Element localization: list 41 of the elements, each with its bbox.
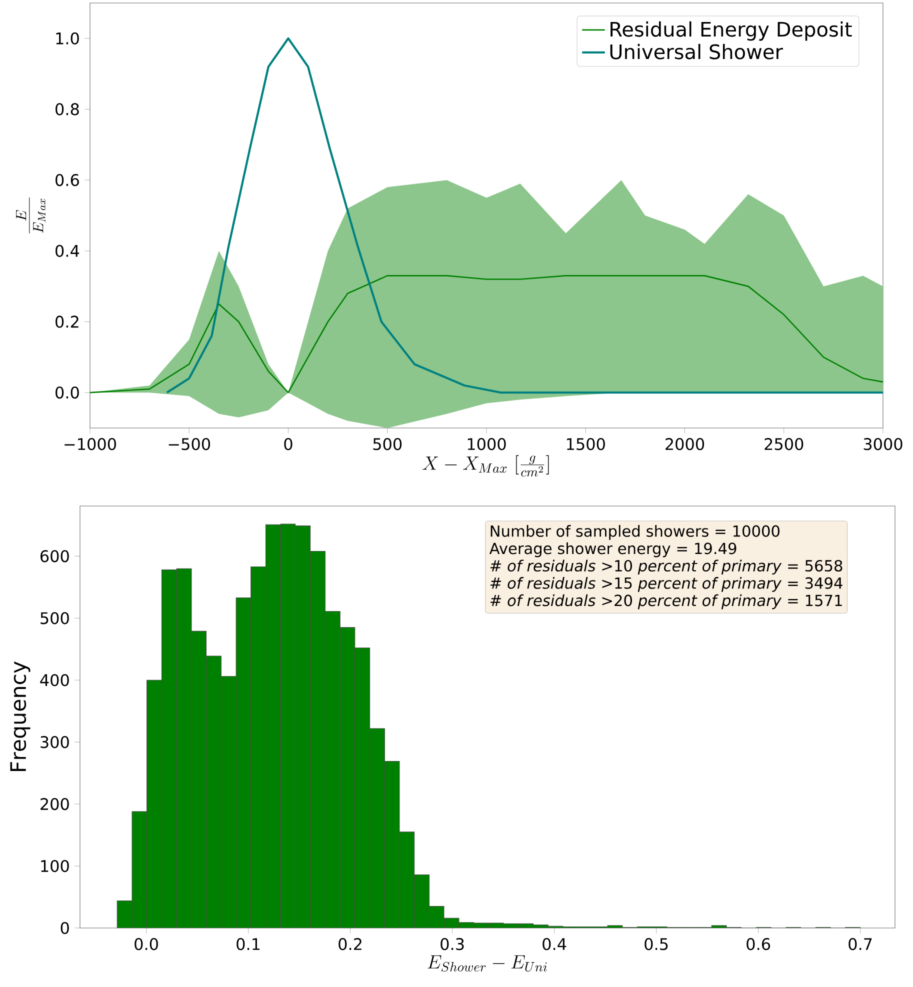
annotation: Average shower energy = 19.49 [489,542,736,558]
x-axis-title: $E_{Shower} - E_{Uni}$ [428,955,547,972]
x-tick-label: 0.4 [542,938,566,950]
y-tick-label: 100 [41,860,69,872]
annotation: # of residuals >20 percent of primary = 1571 [490,594,842,610]
x-tick-label: 0.7 [848,938,872,950]
x-tick-label: −1000 [64,438,116,450]
y-tick-label: 0 [60,922,69,934]
x-tick-label: 3000 [864,438,902,450]
y-tick-label: 1.0 [56,32,79,44]
x-tick-label: 1500 [567,438,605,450]
x-tick-label: 0.5 [644,938,668,950]
annotation: # of residuals >10 percent of primary = 5658 [490,560,842,575]
y-tick-label: 200 [40,798,69,810]
y-axis-title: $\mathrm{Frequency}$ [10,662,30,772]
y-tick-label: 0.4 [56,244,80,257]
x-tick-label: 0.3 [440,938,464,950]
y-tick-label: 300 [40,736,69,748]
y-tick-label: 0.0 [56,386,79,399]
annotation: Number of sampled showers = 10000 [490,525,780,540]
x-tick-label: 0.1 [236,938,260,950]
x-tick-label: 1000 [468,438,506,450]
y-tick-label: 0.2 [56,316,78,328]
legend-label: Universal Shower [610,44,783,60]
x-axis-title: $X - X_{Max}\ [\frac{g}{cm^2}]$ [422,455,549,476]
x-tick-label: 2000 [666,438,704,450]
y-tick-label: 0.6 [56,174,79,186]
x-tick-label: 0.6 [746,938,770,950]
x-tick-label: 2500 [764,438,804,450]
x-tick-label: 0.2 [338,938,362,950]
y-tick-label: 400 [40,674,69,686]
legend-label: Residual Energy Deposit [610,21,852,41]
y-tick-label: 500 [40,612,69,624]
x-tick-label: −500 [168,438,210,450]
y-tick-label: 0.8 [56,103,79,116]
x-tick-label: 0.0 [134,938,158,950]
y-axis-title: $\frac{E}{E_{Max}}$ [16,198,46,234]
x-tick-label: 500 [373,438,402,450]
annotation: # of residuals >15 percent of primary = 3494 [490,577,842,592]
y-tick-label: 600 [40,550,69,562]
x-tick-label: 0 [284,438,292,450]
